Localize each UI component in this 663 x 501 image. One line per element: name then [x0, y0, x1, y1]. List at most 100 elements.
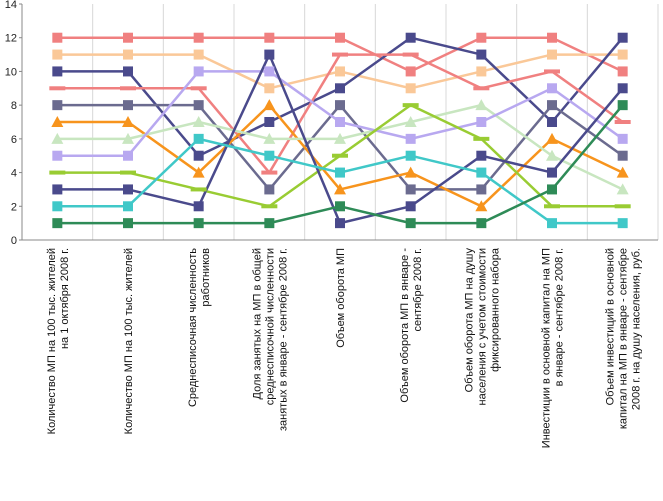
- data-point: [335, 32, 345, 43]
- data-point: [405, 218, 416, 229]
- x-category-label-line: Количество МП на 100 тыс. жителей: [46, 248, 58, 434]
- data-point: [616, 166, 629, 178]
- data-point: [264, 218, 275, 229]
- x-category-label: Количество МП на 100 тыс. жителей: [123, 248, 135, 434]
- x-category-label-line: Среднесписочная численность: [187, 248, 199, 407]
- data-point: [193, 49, 204, 60]
- data-point: [123, 150, 133, 161]
- data-point: [473, 136, 490, 141]
- data-point: [405, 83, 416, 94]
- data-point: [264, 83, 275, 94]
- data-point: [334, 132, 346, 144]
- data-point: [476, 66, 487, 77]
- data-point: [546, 132, 558, 144]
- data-point: [52, 218, 63, 229]
- data-point: [614, 120, 631, 124]
- data-point: [193, 100, 204, 111]
- data-point: [617, 150, 628, 161]
- y-tick-label: 4: [11, 168, 17, 180]
- data-point: [123, 100, 133, 111]
- data-point: [332, 52, 348, 57]
- data-point: [123, 184, 133, 195]
- y-tick-label: 14: [5, 0, 17, 11]
- data-point: [190, 86, 207, 91]
- data-point: [193, 150, 204, 161]
- data-point: [547, 117, 557, 127]
- data-point: [404, 166, 417, 178]
- data-point: [51, 116, 64, 127]
- data-point: [547, 32, 557, 43]
- data-point: [335, 100, 345, 111]
- data-point: [264, 117, 275, 127]
- x-category-label: Доля занятых на МП в общей среднесписочно…: [251, 248, 289, 431]
- x-category-label: Объем оборота МП на душу населения с учет…: [463, 247, 501, 405]
- data-point: [264, 66, 275, 77]
- data-point: [52, 66, 63, 77]
- data-point: [476, 184, 487, 195]
- data-point: [617, 100, 628, 111]
- x-category-label-line: Объем инвестиций в основной: [605, 248, 617, 405]
- grid-lines: [21, 4, 659, 240]
- data-point: [546, 149, 558, 161]
- x-category-label-line: населения с учетом стоимости: [476, 248, 488, 405]
- data-point: [614, 204, 631, 209]
- data-point: [192, 166, 205, 178]
- data-point: [120, 170, 136, 175]
- data-point: [263, 132, 276, 144]
- x-category-label-line: капитал на МП в январе - сентябре: [618, 248, 630, 429]
- data-point: [402, 103, 419, 108]
- data-point: [123, 32, 133, 43]
- data-point: [547, 167, 557, 178]
- data-point: [475, 200, 488, 212]
- x-category-labels: Количество МП на 100 тыс. жителей на 1 ок…: [46, 247, 643, 448]
- data-point: [476, 150, 487, 161]
- x-category-label: Среднесписочная численность работников: [187, 248, 212, 407]
- data-point: [544, 204, 560, 209]
- x-category-label: Количество МП на 100 тыс. жителей на 1 ок…: [46, 248, 71, 434]
- y-tick-label: 2: [11, 201, 17, 213]
- data-point: [193, 32, 204, 43]
- y-tick-label: 6: [11, 134, 17, 146]
- data-point: [193, 218, 204, 229]
- data-point: [264, 49, 275, 60]
- data-point: [617, 83, 628, 94]
- series-markers: [49, 32, 631, 229]
- data-point: [476, 32, 487, 43]
- data-point: [52, 32, 63, 43]
- data-point: [617, 32, 628, 43]
- data-point: [122, 132, 134, 144]
- x-category-label-line: Объем оборота МП в январе -: [399, 248, 411, 403]
- data-point: [402, 52, 419, 57]
- data-point: [193, 133, 204, 144]
- y-tick-label: 8: [11, 100, 17, 112]
- data-point: [52, 184, 63, 195]
- data-point: [405, 32, 416, 43]
- y-tick-label: 0: [11, 235, 17, 247]
- x-category-label-line: в январе - сентябре 2008 г.: [554, 248, 566, 386]
- x-category-label: Объем инвестиций в основной капитал на МП…: [605, 248, 643, 429]
- y-tick-label: 10: [5, 66, 17, 78]
- data-point: [51, 132, 64, 144]
- x-category-label-line: работников: [200, 248, 212, 307]
- data-point: [49, 86, 66, 91]
- data-point: [405, 150, 416, 161]
- data-point: [52, 150, 63, 161]
- x-category-label: Инвестиции в основной капитал на МП в янв…: [541, 248, 566, 448]
- x-category-label-line: сентябре 2008 г.: [412, 248, 424, 332]
- data-point: [617, 49, 628, 60]
- data-point: [264, 150, 275, 161]
- data-point: [335, 66, 345, 77]
- data-point: [261, 170, 278, 175]
- data-point: [617, 133, 628, 144]
- data-point: [335, 167, 345, 178]
- data-point: [52, 100, 63, 111]
- y-tick-label: 12: [5, 33, 17, 45]
- data-point: [335, 201, 345, 212]
- x-category-label-line: занятых в январе - сентябре 2008 г.: [277, 248, 289, 431]
- x-category-label-line: 2008 г. на душу населения, руб.: [631, 248, 643, 410]
- x-category-label: Объем оборота МП: [335, 248, 347, 348]
- data-point: [123, 66, 133, 77]
- data-point: [544, 69, 560, 74]
- x-category-label-line: Объем оборота МП: [335, 248, 347, 348]
